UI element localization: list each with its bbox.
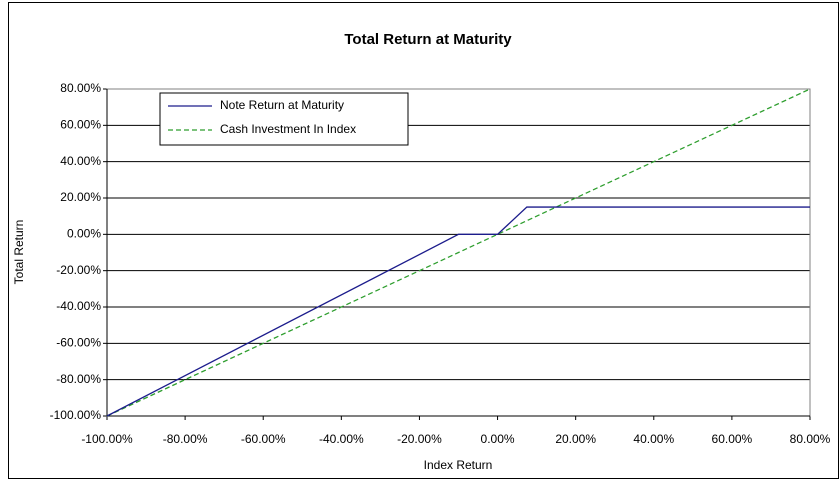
y-tick-label: 0.00% (67, 227, 101, 241)
series-line (106, 88, 811, 417)
x-tick-label: -100.00% (81, 432, 133, 446)
y-tick-label: 80.00% (60, 81, 101, 95)
y-tick-label: -100.00% (50, 408, 102, 422)
x-tick-label: -60.00% (241, 432, 286, 446)
y-tick-label: 60.00% (60, 118, 101, 132)
x-tick-label: 60.00% (712, 432, 753, 446)
x-tick-label: -40.00% (319, 432, 364, 446)
series-line (106, 206, 810, 417)
y-tick-label: -20.00% (56, 263, 101, 277)
y-tick-label: -80.00% (56, 372, 101, 386)
x-tick-label: 0.00% (481, 432, 515, 446)
y-tick-label: 20.00% (60, 190, 101, 204)
x-axis-label: Index Return (424, 458, 493, 472)
legend-label: Note Return at Maturity (220, 98, 344, 112)
y-tick-label: -40.00% (56, 299, 101, 313)
chart-frame (8, 2, 839, 479)
legend-box (159, 92, 409, 146)
y-axis-label: Total Return (12, 220, 26, 285)
x-tick-label: 40.00% (633, 432, 674, 446)
y-tick-label: -60.00% (56, 336, 101, 350)
x-tick-label: -80.00% (163, 432, 208, 446)
x-tick-label: 20.00% (555, 432, 596, 446)
chart-title: Total Return at Maturity (344, 31, 512, 48)
y-tick-label: 40.00% (60, 154, 101, 168)
x-tick-label: 80.00% (790, 432, 831, 446)
x-tick-label: -20.00% (397, 432, 442, 446)
legend-label: Cash Investment In Index (220, 122, 356, 136)
